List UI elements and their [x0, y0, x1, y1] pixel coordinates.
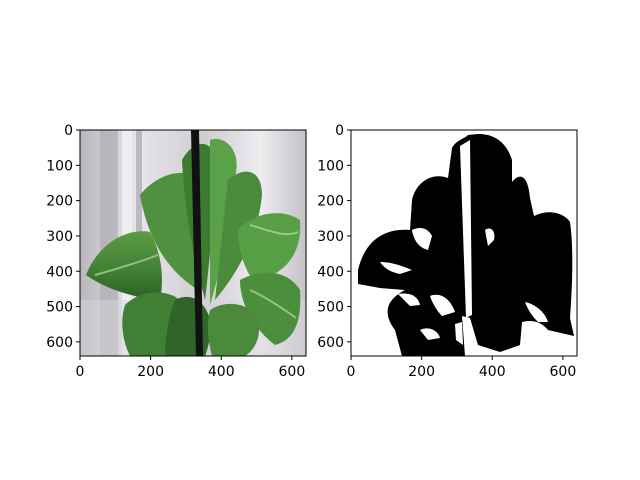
plant-photo-ytick-label: 100: [46, 158, 73, 174]
plant-photo-ytick-label: 300: [46, 229, 73, 245]
plant-photo-xtick-label: 400: [208, 364, 235, 380]
plant-photo-ytick-label: 200: [46, 194, 73, 210]
plant-photo-ytick-label: 0: [64, 123, 73, 139]
binary-mask-ytick-label: 0: [335, 123, 344, 139]
binary-mask-ytick-label: 400: [317, 264, 344, 280]
binary-mask-frame: [350, 129, 578, 357]
plant-photo-ytick-label: 400: [46, 264, 73, 280]
plant-photo-xtick-label: 600: [279, 364, 306, 380]
plant-photo-xtick-label: 200: [137, 364, 164, 380]
binary-mask-xtick-label: 200: [408, 364, 435, 380]
binary-mask-xtick-label: 0: [347, 364, 356, 380]
binary-mask-xtick-label: 400: [479, 364, 506, 380]
binary-mask-image: [351, 130, 577, 356]
binary-mask-ytick-label: 200: [317, 194, 344, 210]
binary-mask-ytick-label: 100: [317, 158, 344, 174]
binary-mask-ytick-label: 600: [317, 335, 344, 351]
plant-photo-ytick-label: 500: [46, 300, 73, 316]
plant-photo-frame: [79, 129, 307, 357]
plant-photo-ytick-label: 600: [46, 335, 73, 351]
plant-photo-image: [80, 130, 306, 356]
binary-mask-xtick-label: 600: [550, 364, 577, 380]
binary-mask-ytick-label: 300: [317, 229, 344, 245]
plant-photo-xtick-label: 0: [76, 364, 85, 380]
binary-mask-ytick-label: 500: [317, 300, 344, 316]
